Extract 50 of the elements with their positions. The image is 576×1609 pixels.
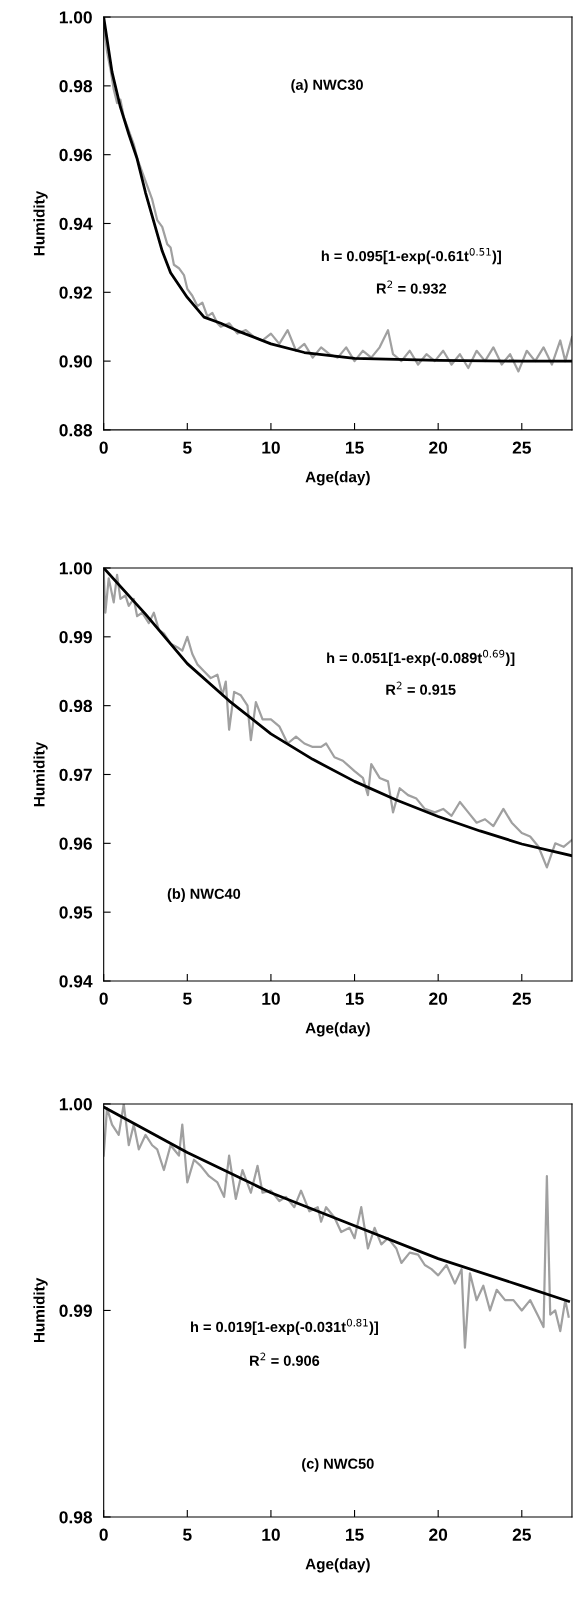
x-tick-label: 5 xyxy=(183,441,192,454)
y-tick-label: 0.99 xyxy=(59,1304,92,1317)
annotation: h = 0.019[1-exp(-0.031t$^{0.81}$)] xyxy=(191,1318,378,1335)
x-axis-title: Age(day) xyxy=(305,471,370,486)
annotation: R$^{2}$ = 0.915 xyxy=(386,681,456,695)
x-tick-label: 15 xyxy=(345,441,364,454)
y-axis-title: Humidity xyxy=(33,741,48,807)
annotation: (c) NWC50 xyxy=(302,1458,374,1472)
x-axis-title: Age(day) xyxy=(305,1558,370,1573)
y-tick-label: 0.96 xyxy=(59,837,92,850)
annotation: R$^{2}$ = 0.932 xyxy=(376,280,447,294)
y-tick-label: 0.95 xyxy=(59,906,93,919)
x-tick-label: 10 xyxy=(262,441,280,454)
y-tick-label: 0.96 xyxy=(59,148,92,162)
x-tick-label: 15 xyxy=(345,1528,364,1541)
x-tick-label: 25 xyxy=(512,992,531,1005)
x-tick-label: 10 xyxy=(262,1528,280,1541)
annotation: h = 0.095[1-exp(-0.61t$^{0.51}$)] xyxy=(321,247,501,265)
x-tick-label: 20 xyxy=(429,992,448,1005)
x-tick-label: 10 xyxy=(262,992,280,1005)
x-axis-title: Age(day) xyxy=(305,1022,370,1037)
y-axis-title: Humidity xyxy=(33,1277,48,1343)
x-tick-label: 25 xyxy=(512,441,531,454)
annotation: (a) NWC30 xyxy=(291,79,363,93)
y-tick-label: 0.92 xyxy=(59,286,92,299)
x-tick-label: 15 xyxy=(345,992,364,1005)
y-tick-label: 0.98 xyxy=(59,1511,93,1524)
y-tick-label: 0.88 xyxy=(59,424,93,437)
y-axis-title: Humidity xyxy=(33,190,48,256)
y-tick-label: 0.99 xyxy=(59,630,92,644)
x-tick-label: 20 xyxy=(429,1528,448,1541)
y-tick-label: 1.00 xyxy=(59,11,92,24)
y-tick-label: 0.98 xyxy=(59,80,93,93)
x-tick-label: 0 xyxy=(99,992,108,1005)
y-tick-label: 1.00 xyxy=(59,1098,92,1111)
y-tick-label: 0.97 xyxy=(59,768,92,781)
x-tick-label: 25 xyxy=(512,1528,531,1541)
annotation: h = 0.051[1-exp(-0.089t$^{0.69}$)] xyxy=(327,649,515,667)
y-tick-label: 0.94 xyxy=(59,217,93,230)
annotation: R$^{2}$ = 0.906 xyxy=(250,1352,320,1366)
y-tick-label: 1.00 xyxy=(59,562,92,575)
x-tick-label: 20 xyxy=(429,441,448,454)
y-tick-label: 0.90 xyxy=(59,355,92,368)
y-tick-label: 0.98 xyxy=(59,699,93,713)
x-tick-label: 5 xyxy=(183,992,192,1005)
x-tick-label: 0 xyxy=(99,1528,108,1541)
annotation: (b) NWC40 xyxy=(167,888,241,902)
x-tick-label: 5 xyxy=(183,1528,192,1541)
x-tick-label: 0 xyxy=(99,441,108,454)
y-tick-label: 0.94 xyxy=(59,975,93,988)
